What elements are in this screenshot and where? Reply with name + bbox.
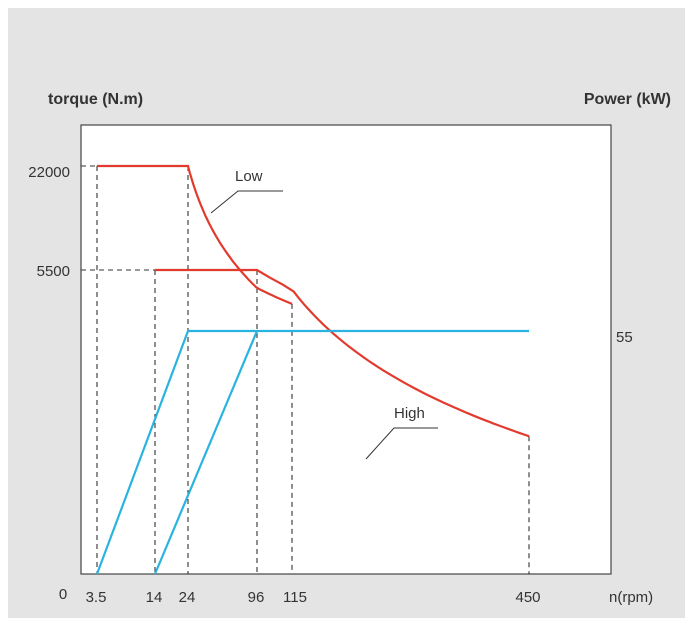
low-label-leader (210, 190, 283, 214)
x-tick-3.5: 3.5 (86, 589, 107, 606)
high-label-leader (365, 427, 438, 460)
left-axis-label: torque (N.m) (48, 91, 143, 108)
torque-curve-low (97, 164, 293, 305)
x-tick-0: 0 (59, 586, 67, 603)
x-tick-14: 14 (146, 589, 163, 606)
plot-area (80, 124, 612, 575)
x-axis-label: n(rpm) (609, 589, 653, 606)
chart-panel: torque (N.m) Power (kW) 22000 5500 55 0 … (8, 8, 685, 618)
right-axis-label: Power (kW) (584, 91, 671, 108)
y-right-tick-55: 55 (616, 329, 633, 346)
torque-curve-high (155, 268, 530, 438)
y-tick-22000: 22000 (28, 164, 70, 181)
low-curve-label: Low (235, 168, 263, 185)
x-tick-96: 96 (248, 589, 265, 606)
torque-power-chart: torque (N.m) Power (kW) 22000 5500 55 0 … (28, 91, 671, 606)
x-tick-115: 115 (283, 589, 307, 606)
power-curve-3 (153, 330, 259, 575)
power-curve-2 (95, 329, 529, 575)
x-tick-450: 450 (515, 589, 540, 606)
y-tick-5500: 5500 (37, 263, 70, 280)
high-curve-label: High (394, 405, 425, 422)
x-tick-24: 24 (179, 589, 196, 606)
